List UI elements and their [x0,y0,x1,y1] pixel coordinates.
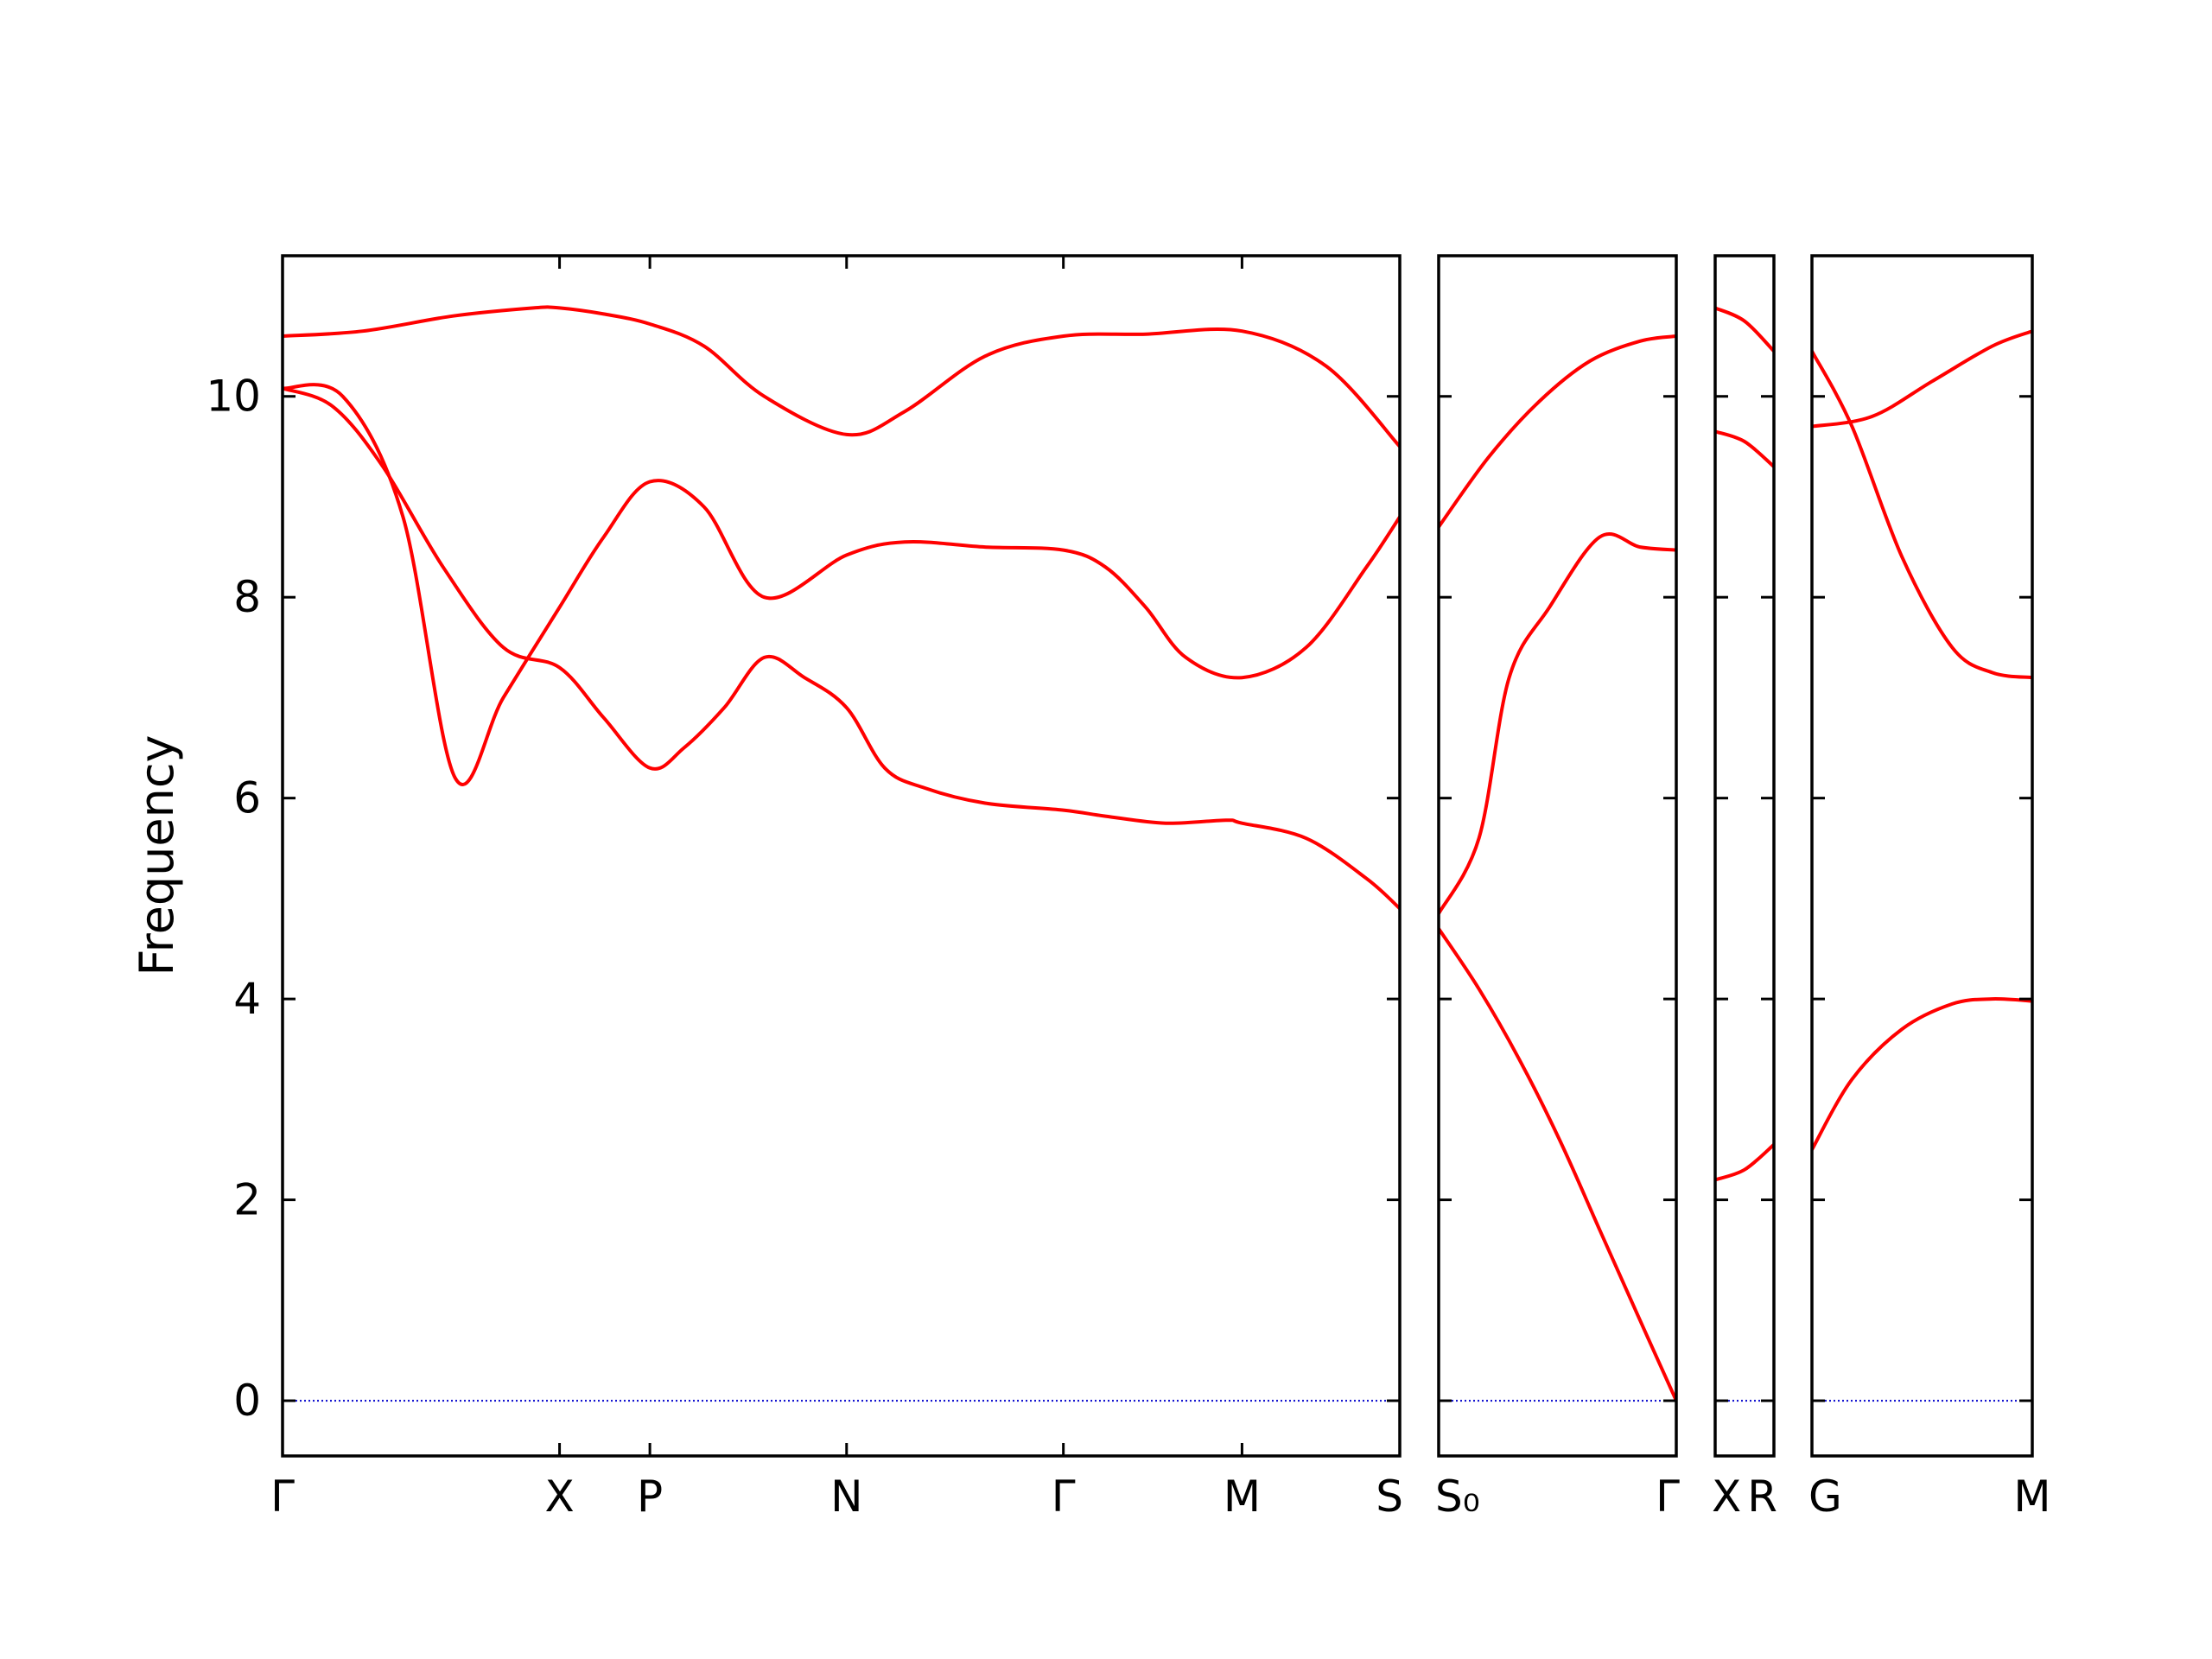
bands-group [283,305,1400,910]
x-tick-label: X [1712,1471,1741,1522]
band-line-3 [1439,927,1676,1402]
band-line-2 [1812,350,2032,680]
band-line-2 [1439,532,1676,915]
x-tick-label: M [1224,1471,1261,1522]
y-tick-label: 8 [233,572,261,622]
band-line-3 [1812,997,2032,1151]
panel-frame [1437,254,1678,1458]
y-tick-label: 4 [233,974,261,1024]
band-line-1 [283,305,1400,448]
bands-group [1812,329,2032,1151]
band-line-3 [1715,1143,1774,1182]
panel-frame [281,254,1402,1458]
x-tick-label: N [830,1471,862,1522]
x-tick-label: M [2013,1471,2050,1522]
panel-2: S₀ Γ [1435,254,1680,1522]
band-line-1 [1715,306,1774,353]
y-tick-label: 2 [233,1175,261,1225]
x-tick-label: X [544,1471,574,1522]
band-line-2 [1715,429,1774,468]
panel-frame [1810,254,2034,1458]
y-tick-label: 0 [233,1376,261,1426]
band-line-2 [283,383,1400,786]
band-line-1 [1439,334,1676,528]
x-tick-label: S₀ [1435,1471,1480,1522]
x-tick-label: Γ [1052,1471,1076,1522]
y-tick-label: 10 [206,372,261,422]
x-tick-label: S [1376,1471,1403,1522]
y-tick-label: 6 [233,773,261,823]
x-tick-label: P [637,1471,663,1522]
y-tick-labels: 0 2 4 6 8 10 [206,372,261,1426]
x-tick-label: Γ [1656,1471,1680,1522]
bands-group [1439,334,1676,1402]
band-line-1 [1812,329,2032,429]
bands-group [1715,306,1774,1182]
x-tick-label: G [1808,1471,1842,1522]
band-line-3 [283,386,1400,910]
panel-frame [1713,254,1776,1458]
y-axis-label: Frequency [130,735,184,976]
x-tick-label: Γ [270,1471,295,1522]
x-tick-label: R [1747,1471,1777,1522]
